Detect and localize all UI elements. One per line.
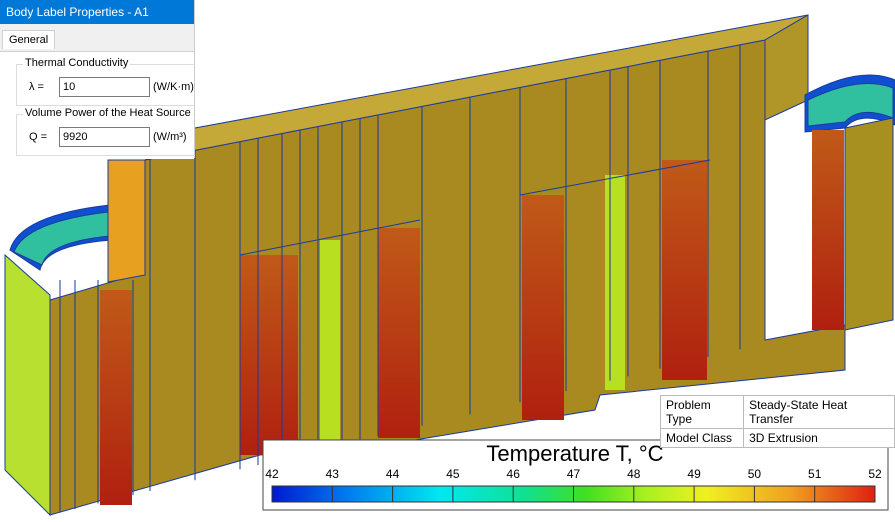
cell: Problem Type xyxy=(659,395,745,429)
tick-label: 50 xyxy=(748,467,762,481)
tick-label: 43 xyxy=(326,467,340,481)
tab-pane: Thermal Conductivity λ = 10 (W/K·m) Volu… xyxy=(0,51,195,159)
cylinder-side xyxy=(4,253,51,517)
unit: (W/m³) xyxy=(153,131,187,143)
tick-label: 52 xyxy=(868,467,882,481)
tab-general[interactable]: General xyxy=(2,30,56,49)
legend-title: Temperature T, °C xyxy=(486,441,663,466)
tick-label: 51 xyxy=(808,467,822,481)
dialog-title: Body Label Properties - A1 xyxy=(0,0,194,24)
symbol: Q = xyxy=(29,131,48,143)
symbol: λ = xyxy=(29,81,44,93)
edge xyxy=(519,159,711,196)
tick-label: 47 xyxy=(567,467,581,481)
edge xyxy=(239,219,421,256)
cell: Steady-State Heat Transfer xyxy=(743,395,895,429)
tick-label: 42 xyxy=(265,467,279,481)
tick-label: 46 xyxy=(507,467,521,481)
group-label: Thermal Conductivity xyxy=(23,57,131,69)
group-label: Volume Power of the Heat Source xyxy=(23,107,193,119)
row: Model Class 3D Extrusion xyxy=(659,428,895,448)
right-side xyxy=(844,117,894,331)
tick-label: 45 xyxy=(446,467,460,481)
info-table: Problem Type Steady-State Heat Transfer M… xyxy=(659,395,895,448)
conductivity-input[interactable]: 10 xyxy=(59,77,150,97)
cell: 3D Extrusion xyxy=(743,428,895,448)
heat-source-input[interactable]: 9920 xyxy=(59,127,150,147)
row: Problem Type Steady-State Heat Transfer xyxy=(659,395,895,429)
3d-model xyxy=(4,14,895,517)
color-legend: Temperature T, °C 42 43 44 45 46 47 48 49 50 51 52 xyxy=(262,439,889,511)
tick-label: 44 xyxy=(386,467,400,481)
properties-dialog: Body Label Properties - A1 General Therm… xyxy=(0,0,195,159)
group-heat-source: Volume Power of the Heat Source Q = 9920… xyxy=(16,107,195,156)
tick-label: 48 xyxy=(627,467,641,481)
mesh-edges xyxy=(59,44,741,513)
group-conductivity: Thermal Conductivity λ = 10 (W/K·m) xyxy=(16,57,195,106)
tick-label: 49 xyxy=(687,467,701,481)
ring-inner xyxy=(807,83,894,127)
unit: (W/K·m) xyxy=(153,81,194,93)
upper-block xyxy=(107,159,146,283)
cell: Model Class xyxy=(659,428,745,448)
